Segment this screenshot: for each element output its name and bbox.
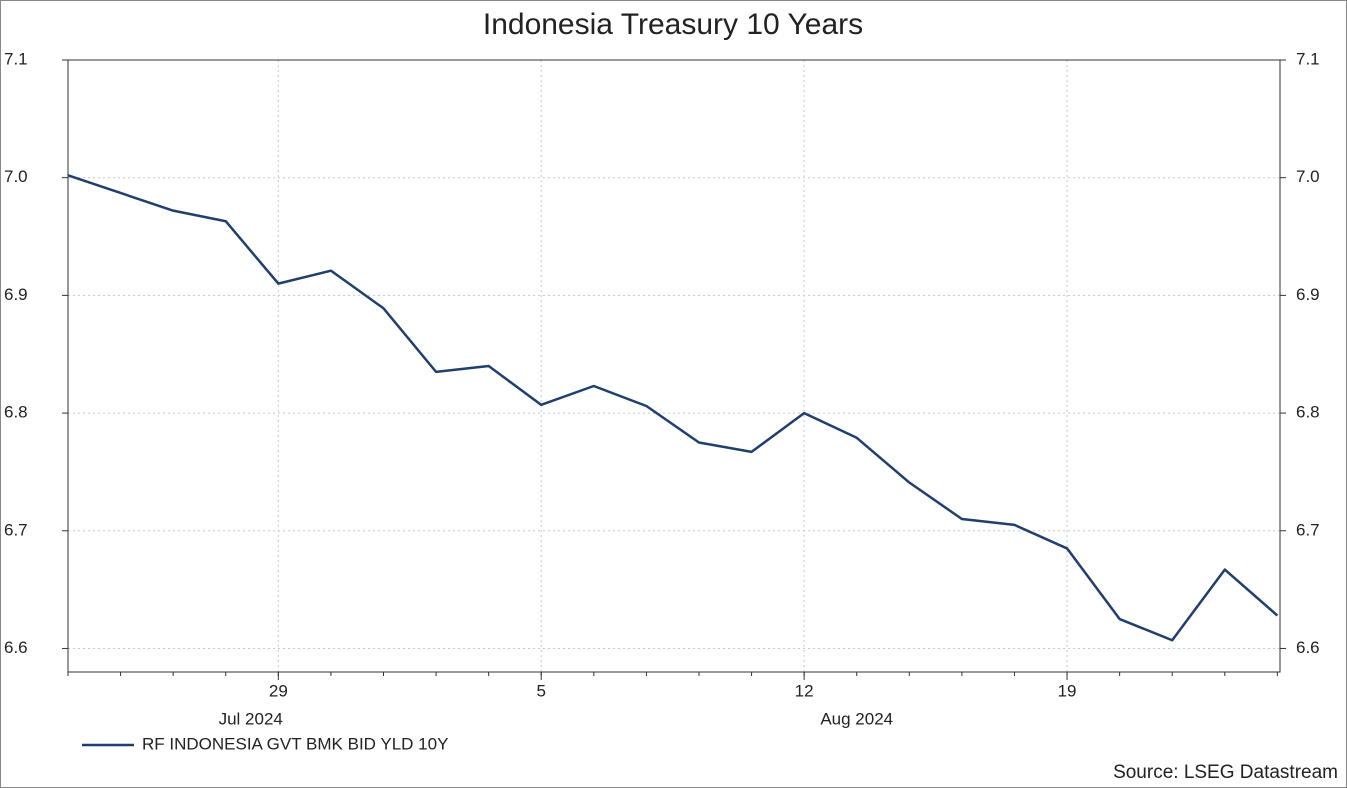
y-tick-label-right: 7.1 bbox=[1296, 49, 1320, 68]
x-tick-label: 12 bbox=[795, 681, 814, 700]
y-tick-label: 7.1 bbox=[4, 49, 28, 68]
y-tick-label: 6.8 bbox=[4, 403, 28, 422]
x-tick-label: 5 bbox=[536, 681, 545, 700]
x-tick-label: 29 bbox=[269, 681, 288, 700]
chart-title: Indonesia Treasury 10 Years bbox=[483, 8, 863, 41]
y-tick-label: 6.7 bbox=[4, 520, 28, 539]
y-tick-label-right: 6.9 bbox=[1296, 285, 1320, 304]
y-tick-label: 6.6 bbox=[4, 638, 28, 657]
x-group-label: Jul 2024 bbox=[219, 709, 283, 728]
y-tick-label-right: 7.0 bbox=[1296, 167, 1320, 186]
x-group-label: Aug 2024 bbox=[820, 709, 893, 728]
x-tick-label: 19 bbox=[1058, 681, 1077, 700]
source: Source: LSEG Datastream bbox=[1113, 762, 1338, 783]
y-tick-label-right: 6.8 bbox=[1296, 403, 1320, 422]
legend-label: RF INDONESIA GVT BMK BID YLD 10Y bbox=[142, 734, 448, 753]
y-tick-label-right: 6.7 bbox=[1296, 520, 1320, 539]
y-tick-label: 6.9 bbox=[4, 285, 28, 304]
y-tick-label: 7.0 bbox=[4, 167, 28, 186]
plot-frame bbox=[67, 59, 1281, 673]
line-series bbox=[67, 174, 1279, 642]
y-tick-label-right: 6.6 bbox=[1296, 638, 1320, 657]
